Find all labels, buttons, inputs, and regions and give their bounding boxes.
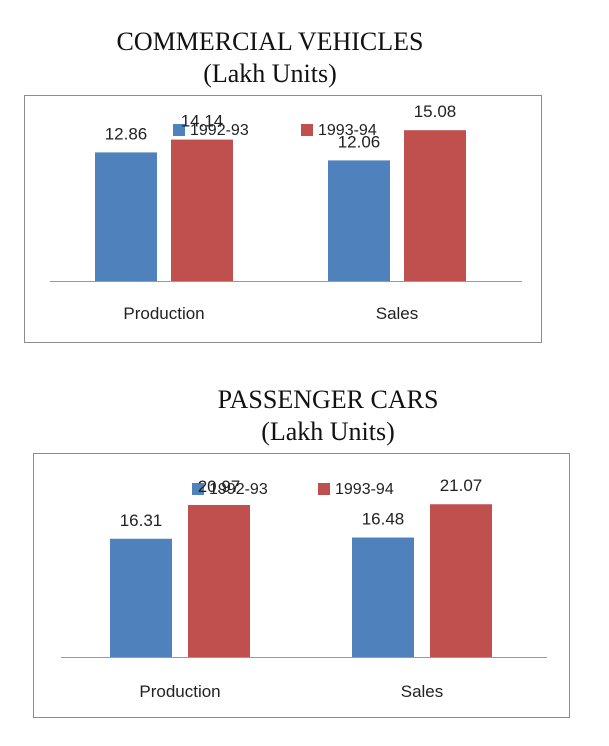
data-label-sales-1992-93: 16.48 [362,510,405,529]
data-label-production-1992-93: 12.86 [105,124,148,143]
chart-1-area: 1992-93 1993-94 12.86 14.14 Production 12.06 1… [24,95,542,343]
legend-label-1992-93: 1992-93 [190,122,249,139]
bar-sales-1993-94 [430,504,492,657]
bar-production-1993-94 [188,504,250,657]
chart-2-title-block: PASSENGER CARS (Lakh Units) [58,384,598,448]
chart-1-title: COMMERCIAL VEHICLES [116,27,424,56]
data-label-production-1993-94: 14.14 [181,112,224,131]
category-label-sales: Sales [376,304,419,323]
chart-2-title: PASSENGER CARS [217,385,439,414]
chart-2-subtitle: (Lakh Units) [261,417,395,446]
bar-sales-1992-93 [352,537,414,657]
data-label-sales-1993-94: 15.08 [414,102,457,121]
bar-production-1992-93 [110,538,172,657]
legend-label-1992-93: 1992-93 [209,481,268,498]
data-label-production-1993-94: 20.97 [198,477,241,496]
bar-production-1993-94 [171,139,233,281]
legend-swatch-1993-94 [318,483,330,495]
data-label-sales-1993-94: 21.07 [440,476,483,495]
category-label-production: Production [139,682,220,701]
chart-1-title-block: COMMERCIAL VEHICLES (Lakh Units) [0,26,540,90]
category-label-production: Production [123,304,204,323]
chart-1-svg: 1992-93 1993-94 12.86 14.14 Production 12.06 1… [50,102,522,323]
chart-1-subtitle: (Lakh Units) [203,59,337,88]
bar-production-1992-93 [95,152,157,281]
bar-sales-1992-93 [328,160,390,281]
legend-swatch-1993-94 [301,124,313,136]
data-label-production-1992-93: 16.31 [120,511,163,530]
legend-swatch-1992-93 [173,124,185,136]
data-label-sales-1992-93: 12.06 [338,132,381,151]
legend-label-1993-94: 1993-94 [335,481,394,498]
chart-2-svg: 1992-93 1993-94 16.31 20.97 Production 16.48 2… [61,476,547,701]
legend-swatch-1992-93 [192,483,204,495]
category-label-sales: Sales [401,682,444,701]
legend-label-1993-94: 1993-94 [318,122,377,139]
bar-sales-1993-94 [404,130,466,281]
chart-2-area: 1992-93 1993-94 16.31 20.97 Production 16.48 2… [33,453,570,718]
